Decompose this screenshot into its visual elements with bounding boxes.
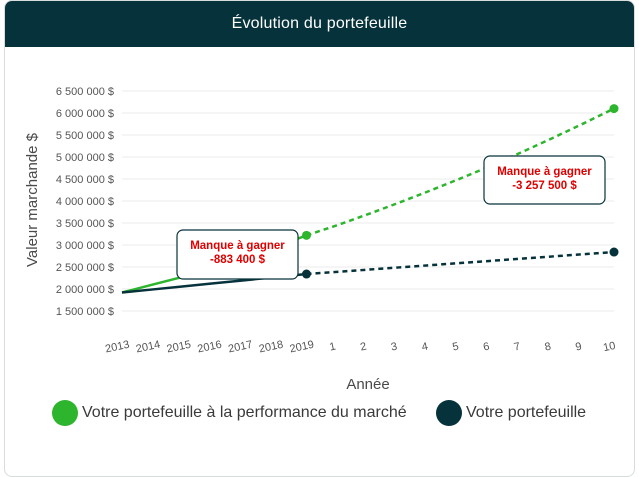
y-tick-label: 5 000 000 $ xyxy=(56,152,114,164)
x-tick-label: 3 xyxy=(390,341,398,354)
legend: Votre portefeuille à la performance du m… xyxy=(0,400,639,432)
x-tick-label: 2016 xyxy=(196,339,222,356)
annotation-value: -3 257 500 $ xyxy=(512,180,577,192)
y-tick-label: 2 500 000 $ xyxy=(56,262,114,274)
annotation-box xyxy=(176,229,299,280)
y-tick-label: 4 000 000 $ xyxy=(56,196,114,208)
y-tick-label: 2 000 000 $ xyxy=(56,284,114,296)
x-tick-label: 6 xyxy=(482,341,490,354)
y-tick-label: 1 500 000 $ xyxy=(56,306,114,318)
x-tick-label: 8 xyxy=(544,341,552,354)
x-tick-label: 2017 xyxy=(227,339,253,356)
annotations: Manque à gagner-883 400 $Manque à gagner… xyxy=(176,155,606,280)
y-tick-label: 3 500 000 $ xyxy=(56,218,114,230)
legend-item-market[interactable]: Votre portefeuille à la performance du m… xyxy=(52,400,407,426)
x-tick-label: 2018 xyxy=(258,339,284,356)
series-portfolio-projected xyxy=(306,250,615,276)
y-axis-ticks: 1 500 000 $ 2 000 000 $ 2 500 000 $ 3 000 0… xyxy=(56,86,114,318)
point-portfolio-current xyxy=(302,269,311,279)
y-axis-label: Valeur marchande $ xyxy=(24,132,41,267)
y-tick-label: 5 500 000 $ xyxy=(56,130,114,142)
annotation-title: Manque à gagner xyxy=(497,166,592,178)
x-tick-label: 2019 xyxy=(289,339,315,356)
x-tick-label: 2014 xyxy=(135,339,161,356)
y-tick-label: 6 500 000 $ xyxy=(56,86,114,98)
x-tick-label: 4 xyxy=(421,341,429,354)
x-tick-label: 5 xyxy=(451,341,459,354)
x-tick-label: 2013 xyxy=(104,339,130,356)
x-tick-label: 2 xyxy=(359,341,367,354)
legend-label-market: Votre portefeuille à la performance du m… xyxy=(82,404,407,421)
legend-swatch-portfolio xyxy=(436,400,462,426)
chart-header: Évolution du portefeuille xyxy=(5,1,634,47)
y-tick-label: 4 500 000 $ xyxy=(56,174,114,186)
x-tick-label: 1 xyxy=(328,341,336,354)
annotation-title: Manque à gagner xyxy=(190,240,285,252)
chart-title: Évolution du portefeuille xyxy=(231,15,408,32)
legend-swatch-market xyxy=(52,400,78,426)
x-axis-ticks: 2013 2014 2015 2016 2017 2018 2019 1 2 3 4 5 6 7 8 9 10 xyxy=(104,339,616,356)
series-market-projected xyxy=(306,107,615,237)
annotation-callout: Manque à gagner -883 400 $ xyxy=(176,229,299,280)
x-tick-label: 2015 xyxy=(166,339,192,356)
point-market-final xyxy=(609,104,619,114)
point-portfolio-final xyxy=(609,247,619,257)
annotation-box xyxy=(483,155,606,205)
legend-label-portfolio: Votre portefeuille xyxy=(466,404,587,421)
x-tick-label: 9 xyxy=(574,341,582,354)
y-tick-label: 6 000 000 $ xyxy=(56,108,114,120)
annotation-value: -883 400 $ xyxy=(210,254,266,266)
portfolio-card: Évolution du portefeuille xyxy=(4,0,635,477)
y-tick-label: 3 000 000 $ xyxy=(56,240,114,252)
x-axis-label: Année xyxy=(346,376,389,393)
point-market-current xyxy=(302,230,311,240)
x-tick-label: 7 xyxy=(513,341,521,354)
x-tick-label: 10 xyxy=(602,340,616,354)
legend-item-portfolio[interactable]: Votre portefeuille xyxy=(436,400,586,426)
annotation-callout: Manque à gagner -3 257 500 $ xyxy=(483,155,606,205)
